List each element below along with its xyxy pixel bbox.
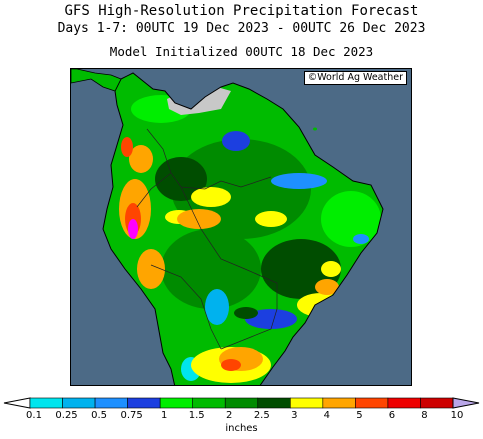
colorbar-segment — [127, 397, 161, 409]
map-title: GFS High-Resolution Precipitation Foreca… — [64, 3, 419, 19]
precip-area — [222, 131, 250, 151]
colorbar-tick-label: 3 — [291, 410, 298, 421]
precip-fields — [119, 87, 381, 383]
colorbar-tick-label: 1.5 — [188, 410, 205, 421]
precip-area — [321, 191, 381, 247]
colorbar-tick-label: 10 — [450, 410, 464, 421]
precip-area — [271, 173, 327, 189]
colorbar-over-arrow — [452, 397, 480, 409]
precip-area — [245, 309, 297, 329]
colorbar-tick-label: 0.1 — [26, 410, 42, 421]
colorbar-segment — [62, 397, 96, 409]
colorbar-tick-label: 0.5 — [91, 410, 108, 421]
precipitation-map: ©World Ag Weather — [70, 68, 412, 386]
country-borders — [136, 128, 278, 350]
colorbar-segment — [355, 397, 389, 409]
colorbar-segment — [322, 397, 356, 409]
precip-area — [129, 145, 153, 173]
colorbar-segment — [94, 397, 128, 409]
colorbar-segment — [192, 397, 226, 409]
model-init-time: Model Initialized 00UTC 18 Dec 2023 — [109, 44, 374, 59]
colorbar-segment — [224, 397, 259, 409]
colorbar-tick-label: 1 — [160, 410, 168, 421]
central-america — [71, 69, 122, 92]
colorbar-segment — [387, 397, 421, 409]
precip-area — [121, 137, 133, 157]
map-canvas — [71, 69, 411, 385]
units-label: inches — [225, 423, 258, 434]
colorbar-segment — [257, 397, 291, 409]
precip-area — [155, 157, 207, 201]
forecast-period: Days 1-7: 00UTC 19 Dec 2023 - 00UTC 26 D… — [57, 21, 426, 36]
precip-area — [137, 249, 165, 289]
colorbar-tick-label: 6 — [388, 410, 396, 421]
precip-area — [191, 187, 231, 207]
precip-area — [161, 229, 261, 309]
colorbar-tick-label: 2.5 — [253, 410, 270, 421]
colorbar-under-arrow — [3, 397, 31, 409]
precip-area — [234, 307, 258, 319]
colorbar-tick-label: 0.75 — [120, 410, 143, 421]
precip-area — [128, 219, 138, 239]
colorbar — [3, 397, 480, 409]
colorbar-segment — [29, 397, 63, 409]
colorbar-tick-label: 2 — [226, 410, 233, 421]
precip-area — [205, 289, 229, 325]
precip-area — [321, 261, 341, 277]
colorbar-segments — [3, 397, 480, 409]
colorbar-segment — [290, 397, 324, 409]
colorbar-segment — [159, 397, 193, 409]
colorbar-tick-label: 4 — [323, 410, 331, 421]
credit-label: ©World Ag Weather — [303, 71, 407, 85]
precip-area — [255, 211, 287, 227]
precip-area — [353, 234, 369, 244]
precip-area — [177, 209, 221, 229]
colorbar-tick-label: 0.25 — [55, 410, 78, 421]
precip-area — [221, 359, 241, 371]
colorbar-tick-label: 8 — [421, 410, 428, 421]
colorbar-tick-label: 5 — [356, 410, 363, 421]
precip-area — [315, 279, 339, 295]
island — [313, 127, 317, 131]
colorbar-segment — [420, 397, 454, 409]
